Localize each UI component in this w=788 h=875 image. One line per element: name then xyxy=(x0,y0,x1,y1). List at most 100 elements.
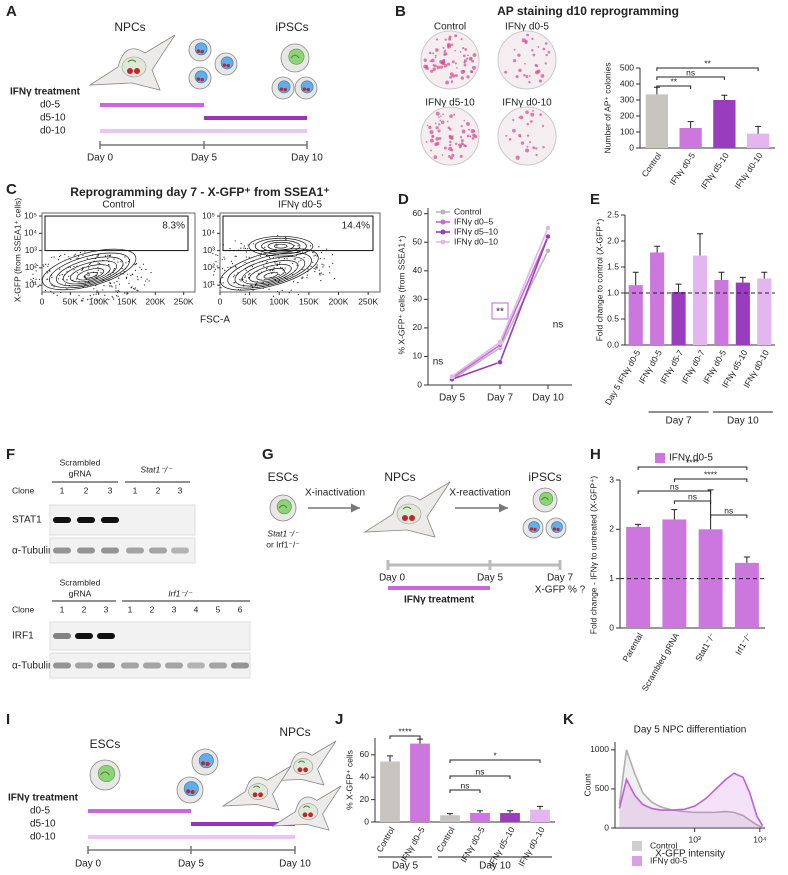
event xyxy=(253,243,255,245)
event xyxy=(109,285,111,287)
event xyxy=(117,295,119,297)
error-bar xyxy=(477,810,483,814)
colony xyxy=(525,148,530,153)
legend-label: IFNγ d0–5 xyxy=(454,216,493,226)
colony xyxy=(462,70,466,73)
colony xyxy=(525,110,529,115)
event xyxy=(51,284,53,287)
contour xyxy=(274,243,288,249)
bar xyxy=(713,100,736,148)
colony xyxy=(538,79,543,83)
event xyxy=(32,273,34,275)
y-tick-label: 3 xyxy=(609,474,614,484)
colony xyxy=(429,130,434,135)
event xyxy=(97,266,99,268)
clone-number: 2 xyxy=(150,604,155,614)
y-axis-label: % X-GFP⁺ cells (from SSEA1⁺) xyxy=(396,235,406,354)
colony xyxy=(449,143,452,147)
x-tick-label: Day 7 xyxy=(487,393,514,404)
panel-label: G xyxy=(262,446,274,463)
event xyxy=(59,274,61,276)
bar xyxy=(530,809,550,822)
x-mark xyxy=(533,527,537,532)
x-tick-label: 200K xyxy=(145,296,165,306)
y-tick-label: 10¹ xyxy=(25,279,37,289)
event xyxy=(234,274,236,276)
y-tick-label: 20 xyxy=(413,322,423,332)
colony xyxy=(448,140,452,144)
bar xyxy=(645,94,669,148)
colony xyxy=(438,136,442,140)
event xyxy=(294,258,297,260)
y-tick-label: 500 xyxy=(595,783,609,793)
event xyxy=(87,299,89,301)
nucleus xyxy=(194,70,208,84)
bar xyxy=(757,278,772,345)
x-mark xyxy=(200,77,204,82)
x-mark xyxy=(127,68,133,74)
event xyxy=(329,272,331,274)
day-label: Day 5 xyxy=(477,573,504,584)
colony xyxy=(434,122,437,125)
event xyxy=(312,251,314,254)
event xyxy=(320,272,322,274)
event xyxy=(60,254,62,257)
blot xyxy=(49,504,196,536)
event xyxy=(139,266,141,268)
event xyxy=(313,255,315,257)
x-mark xyxy=(290,54,300,59)
event xyxy=(109,283,112,285)
event xyxy=(135,263,138,265)
annotation-box xyxy=(491,302,509,320)
event xyxy=(89,262,91,264)
significance-bracket xyxy=(637,490,712,494)
clone-number: 3 xyxy=(172,604,177,614)
error-bar xyxy=(721,94,728,100)
significance-label: **** xyxy=(398,726,412,736)
event xyxy=(111,286,113,288)
event xyxy=(87,274,89,276)
colony xyxy=(518,68,522,73)
y-tick-label: 400 xyxy=(620,78,634,88)
error-bar xyxy=(718,271,725,280)
x-mark xyxy=(302,87,307,91)
cell-label: iPSCs xyxy=(275,20,308,34)
x-tick-label: Scrambled gRNA xyxy=(640,631,682,693)
colony xyxy=(526,145,529,148)
x-tick-label: Parental xyxy=(620,631,645,664)
colony xyxy=(515,155,520,160)
contour xyxy=(254,237,307,255)
event xyxy=(99,262,101,265)
colony xyxy=(519,135,522,138)
event xyxy=(251,286,254,288)
colony xyxy=(460,38,463,41)
colony xyxy=(442,46,445,49)
timeline xyxy=(87,846,296,854)
bar xyxy=(679,128,702,148)
colony xyxy=(435,48,439,52)
colony xyxy=(438,123,441,126)
event xyxy=(47,272,49,274)
group-label: Stat1⁻/⁻ xyxy=(140,464,173,474)
y-tick-label: 100 xyxy=(620,126,634,136)
event xyxy=(93,288,95,290)
event xyxy=(248,256,250,258)
step-label: X-reactivation xyxy=(449,488,510,499)
event xyxy=(112,297,114,299)
gate-label: 8.3% xyxy=(162,221,185,232)
y-tick-label: 0 xyxy=(609,622,614,632)
colony xyxy=(544,42,548,45)
colony xyxy=(454,142,458,146)
band xyxy=(97,662,115,669)
colony xyxy=(443,146,447,150)
x-mark xyxy=(297,767,303,773)
x-mark xyxy=(253,785,261,788)
x-mark xyxy=(306,87,310,92)
band xyxy=(165,662,183,669)
point xyxy=(497,339,503,345)
significance-label: ns xyxy=(688,491,697,501)
well xyxy=(497,30,557,90)
event xyxy=(97,255,99,257)
event xyxy=(277,234,279,236)
treatment-bar xyxy=(204,116,307,120)
